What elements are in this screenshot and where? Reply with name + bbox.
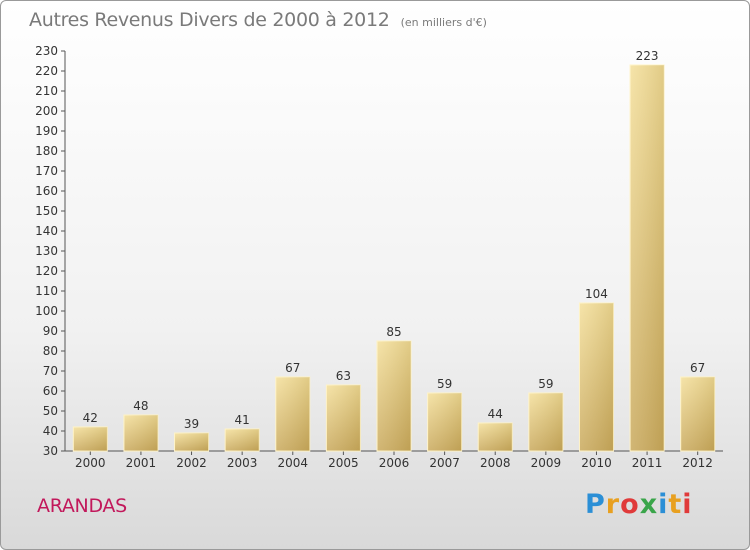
logo-letter: o: [620, 489, 640, 520]
bar-value-label: 63: [336, 369, 351, 383]
bar-value-label: 223: [636, 49, 659, 63]
bar-value-label: 85: [386, 325, 401, 339]
y-tick-label: 40: [43, 424, 58, 438]
y-tick-label: 150: [35, 204, 58, 218]
y-tick-label: 100: [35, 304, 58, 318]
x-tick-label: 2003: [227, 456, 258, 470]
bars: 42 48 39 41 67 63 85 59 44 59 104 223 67: [72, 49, 716, 452]
x-tick-label: 2000: [75, 456, 106, 470]
bar-shade: [528, 393, 563, 451]
bar-value-label: 48: [133, 399, 148, 413]
y-tick-label: 220: [35, 64, 58, 78]
y-tick-label: 80: [43, 344, 58, 358]
bar-value-label: 44: [488, 407, 503, 421]
bar-shade: [174, 433, 209, 451]
y-tick-label: 140: [35, 224, 58, 238]
chart-title-block: Autres Revenus Divers de 2000 à 2012 (en…: [29, 9, 487, 31]
y-tick-label: 90: [43, 324, 58, 338]
bar-value-label: 67: [285, 361, 300, 375]
bar-value-label: 42: [83, 411, 98, 425]
x-tick-label: 2002: [176, 456, 207, 470]
x-tick-label: 2007: [429, 456, 460, 470]
chart-unit-label: (en milliers d'€): [400, 16, 487, 29]
y-tick-label: 110: [35, 284, 58, 298]
bar-shade: [427, 393, 462, 451]
bar-shade: [225, 429, 260, 451]
bar-value-label: 41: [235, 413, 250, 427]
y-tick-label: 120: [35, 264, 58, 278]
y-tick-label: 60: [43, 384, 58, 398]
x-tick-label: 2001: [126, 456, 157, 470]
logo-letter: x: [639, 489, 659, 520]
logo-letter: r: [605, 489, 621, 520]
logo-letter: P: [585, 489, 606, 520]
bar-value-label: 59: [437, 377, 452, 391]
bar-shade: [377, 341, 411, 451]
bar-value-label: 104: [585, 287, 608, 301]
x-tick-label: 2006: [379, 456, 410, 470]
logo-letter: t: [668, 489, 683, 520]
bar-shade: [275, 377, 310, 451]
y-tick-label: 210: [35, 84, 58, 98]
x-tick-label: 2004: [277, 456, 308, 470]
y-tick-label: 170: [35, 164, 58, 178]
y-tick-label: 180: [35, 144, 58, 158]
y-tick-label: 130: [35, 244, 58, 258]
bar-shade: [123, 415, 158, 451]
y-tick-label: 160: [35, 184, 58, 198]
x-tick-label: 2005: [328, 456, 359, 470]
bar-shade: [326, 385, 361, 451]
bar-value-label: 59: [538, 377, 553, 391]
bar-shade: [73, 427, 108, 451]
bar-value-label: 39: [184, 417, 199, 431]
y-tick-label: 200: [35, 104, 58, 118]
x-tick-label: 2008: [480, 456, 511, 470]
x-tick-label: 2009: [531, 456, 562, 470]
x-tick-label: 2012: [682, 456, 713, 470]
location-name: ARANDAS: [37, 495, 127, 517]
x-tick-label: 2010: [581, 456, 612, 470]
y-tick-label: 30: [43, 444, 58, 458]
proxiti-logo: Proxiti: [585, 489, 693, 520]
x-tick-label: 2011: [632, 456, 663, 470]
bar-shade: [478, 423, 513, 451]
x-axis: 2000 2001 2002 2003 2004 2005 2006 2007 2008 2009…: [65, 450, 723, 470]
bar-shade: [630, 65, 665, 451]
y-tick-label: 190: [35, 124, 58, 138]
y-tick-label: 70: [43, 364, 58, 378]
bar-shade: [680, 377, 715, 451]
y-tick-label: 230: [35, 44, 58, 58]
bar-value-label: 67: [690, 361, 705, 375]
logo-letter: i: [658, 489, 669, 520]
chart-title: Autres Revenus Divers de 2000 à 2012: [29, 9, 390, 31]
logo-letter: i: [682, 489, 693, 520]
y-tick-label: 50: [43, 404, 58, 418]
y-axis: 30 40 50 60 70 80 90 100 110 120 130 140 150 160 170 18…: [35, 44, 66, 458]
bar-shade: [579, 303, 614, 451]
